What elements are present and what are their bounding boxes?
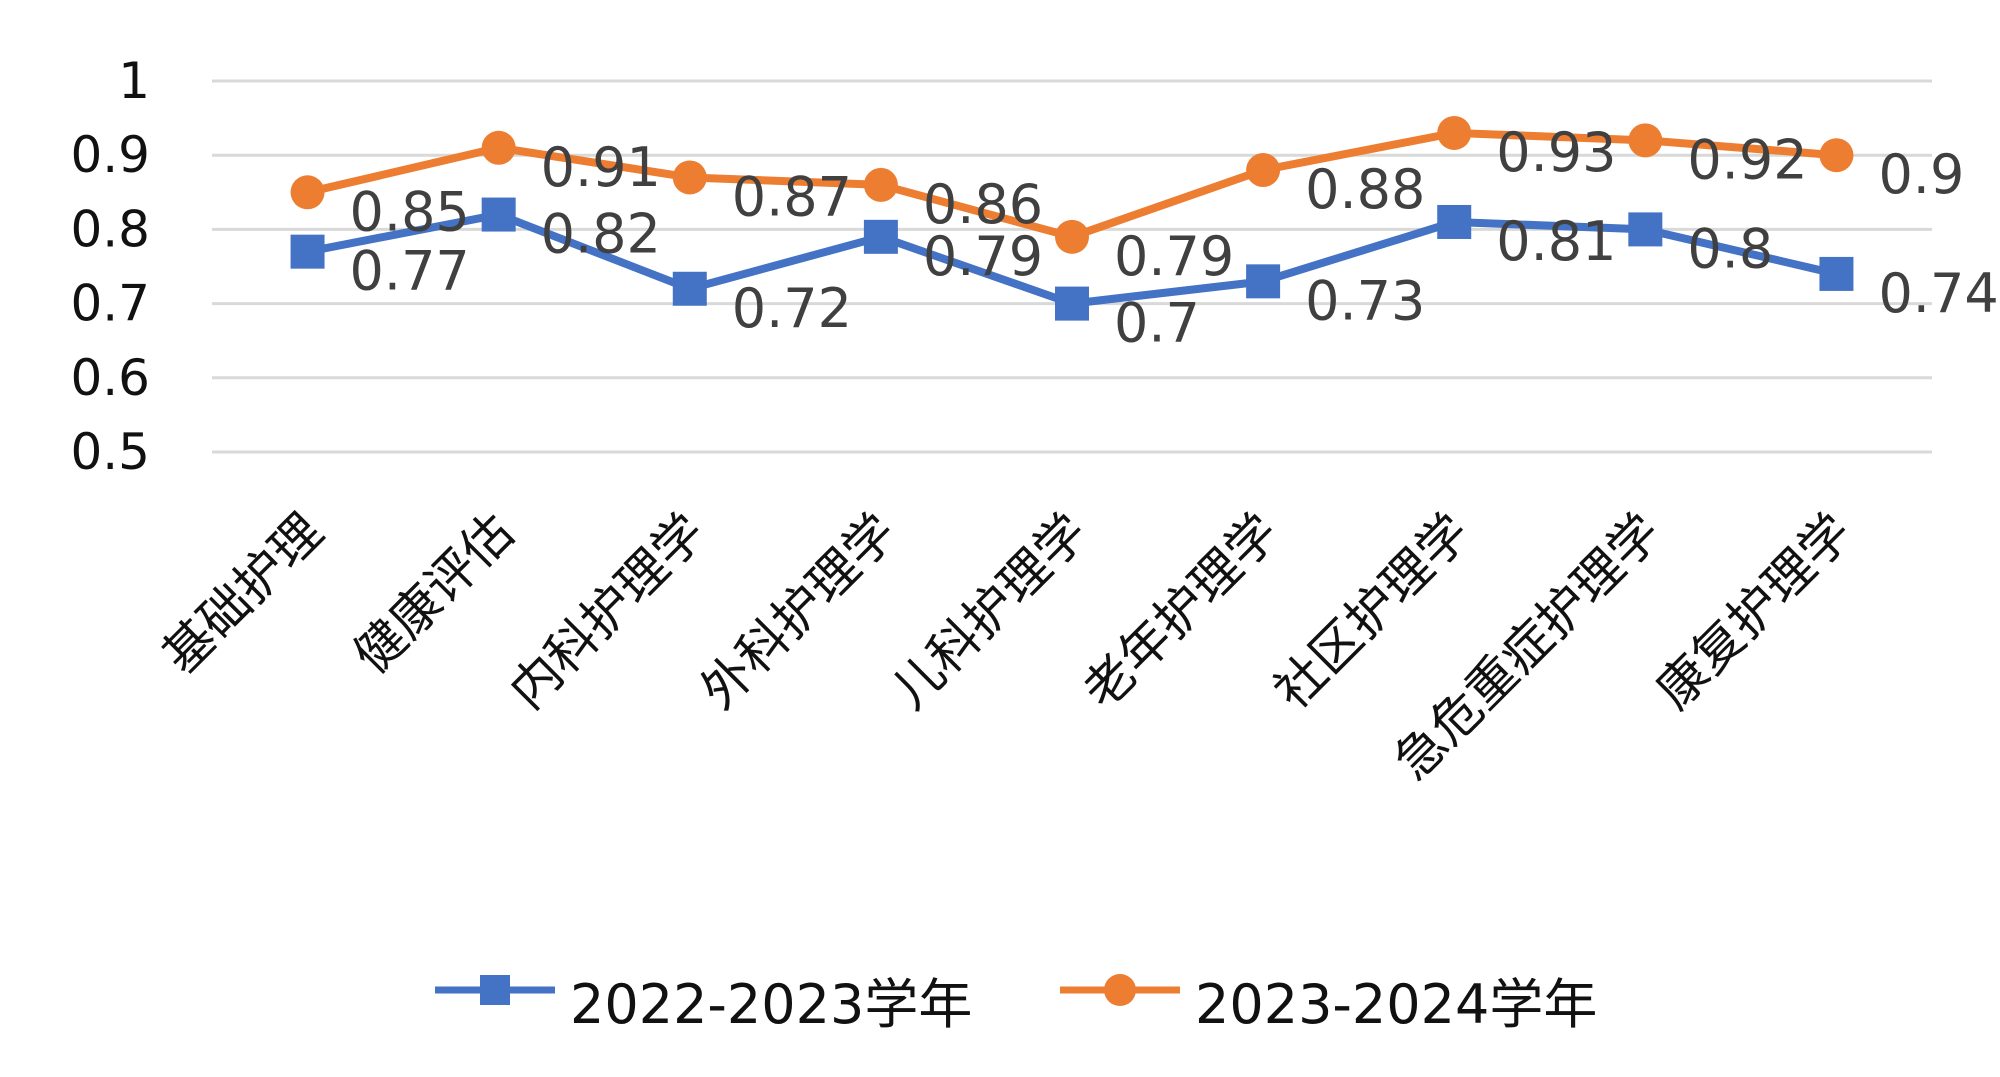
x-tick-label: 康复护理学 xyxy=(1645,502,1863,720)
data-point-series-2 xyxy=(481,130,516,165)
legend: 2022-2023学年 2023-2024学年 xyxy=(0,950,2000,1036)
data-point-series-1 xyxy=(1628,212,1663,247)
data-label-series-2: 0.93 xyxy=(1496,121,1616,184)
data-label-series-1: 0.82 xyxy=(541,203,661,266)
legend-label-series-1: 2022-2023学年 xyxy=(570,973,973,1036)
data-point-series-2 xyxy=(863,167,898,202)
y-tick-label: 0.5 xyxy=(70,423,150,481)
data-point-series-1 xyxy=(672,271,707,306)
data-label-series-2: 0.88 xyxy=(1305,158,1425,221)
data-point-series-1 xyxy=(1437,204,1472,239)
data-point-series-1 xyxy=(1819,256,1854,291)
data-label-series-2: 0.9 xyxy=(1878,143,1964,206)
x-tick-label: 健康评估 xyxy=(343,502,525,684)
data-label-series-2: 0.87 xyxy=(732,165,852,228)
data-label-series-2: 0.91 xyxy=(541,136,661,199)
data-point-series-2 xyxy=(1628,123,1663,158)
series-markers xyxy=(290,115,1854,321)
x-axis: 基础护理 健康评估内科护理学外科护理学儿科护理学老年护理学社区护理学急危重症护理学… xyxy=(152,502,1863,790)
data-point-series-1 xyxy=(481,197,516,232)
data-label-series-2: 0.92 xyxy=(1687,128,1807,191)
data-label-series-1: 0.79 xyxy=(923,225,1043,288)
x-tick-label: 基础护理 xyxy=(152,502,334,684)
data-labels: 0.770.820.720.790.7 0.730.81 0.80.740.850.… xyxy=(350,121,1999,355)
data-label-series-1: 0.81 xyxy=(1496,210,1616,273)
data-label-series-1: 0.73 xyxy=(1305,269,1425,332)
x-tick-label: 内科护理学 xyxy=(498,502,716,720)
legend-marker-series-2 xyxy=(1060,974,1180,1006)
data-label-series-1: 0.7 xyxy=(1114,292,1200,355)
data-label-series-1: 0.72 xyxy=(732,277,852,340)
legend-label-series-2: 2023-2024学年 xyxy=(1195,973,1598,1036)
data-point-series-2 xyxy=(1819,138,1854,173)
data-point-series-1 xyxy=(1055,286,1089,321)
line-chart: 0.50.60.70.80.91 基础护理 健康评估内科护理学外科护理学儿科护理学… xyxy=(70,52,1999,791)
data-point-series-1 xyxy=(863,219,898,254)
data-point-series-1 xyxy=(1246,264,1281,299)
x-tick-label: 外科护理学 xyxy=(690,502,908,720)
data-point-series-1 xyxy=(290,234,325,269)
data-label-series-1: 0.74 xyxy=(1878,262,1998,325)
y-tick-label: 1 xyxy=(118,52,150,110)
y-tick-label: 0.8 xyxy=(70,200,150,258)
data-point-series-2 xyxy=(1055,219,1089,254)
data-point-series-2 xyxy=(1246,153,1281,188)
legend-item-series-1[interactable]: 2022-2023学年 xyxy=(430,950,990,1036)
data-label-series-1: 0.8 xyxy=(1687,217,1773,280)
gridlines xyxy=(212,79,1932,454)
legend-item-series-2[interactable]: 2023-2024学年 xyxy=(1055,950,1615,1036)
y-tick-label: 0.9 xyxy=(70,126,150,184)
data-label-series-2: 0.85 xyxy=(350,180,470,243)
data-label-series-1: 0.77 xyxy=(350,240,470,303)
data-point-series-2 xyxy=(672,160,707,195)
x-tick-label: 儿科护理学 xyxy=(881,502,1099,720)
y-axis: 0.5 0.6 0.7 0.8 0.9 1 xyxy=(70,52,150,481)
y-tick-label: 0.7 xyxy=(70,275,150,333)
x-tick-label: 老年护理学 xyxy=(1072,502,1290,720)
data-label-series-2: 0.86 xyxy=(923,173,1043,236)
data-point-series-2 xyxy=(1437,115,1472,150)
legend-marker-series-1 xyxy=(435,975,555,1005)
y-tick-label: 0.6 xyxy=(70,349,150,407)
data-point-series-2 xyxy=(290,175,325,210)
data-label-series-2: 0.79 xyxy=(1114,225,1234,288)
